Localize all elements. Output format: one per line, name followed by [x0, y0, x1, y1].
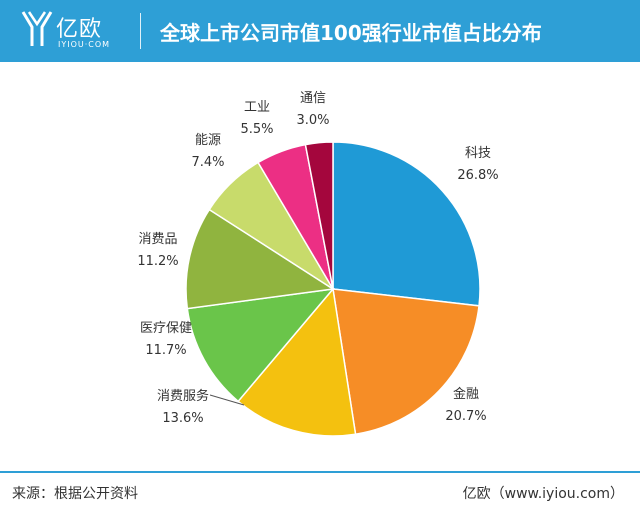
credit-link[interactable]: 亿欧（www.iyiou.com）: [462, 486, 624, 502]
pie-slice-5: [185, 208, 336, 310]
slice-label-8: 通信: [300, 91, 326, 106]
brand-logo-icon: [21, 11, 53, 46]
slice-value-8: 3.0%: [296, 113, 329, 128]
header-divider: [140, 13, 141, 49]
footer-divider: [0, 471, 640, 473]
slice-label-4: 医疗保健: [140, 321, 192, 336]
pie-slice-3: [237, 287, 357, 437]
slice-label-2: 金融: [453, 386, 479, 402]
slice-value-7: 5.5%: [240, 122, 273, 137]
slice-label-6: 能源: [195, 133, 221, 148]
brand-subtitle: IYIOU·COM: [58, 40, 111, 49]
pie-slice-4: [186, 287, 335, 403]
slice-value-1: 26.8%: [457, 168, 498, 183]
pie-slice-1: [332, 141, 481, 307]
slice-label-5: 消费品: [138, 232, 177, 247]
slice-label-1: 科技: [465, 146, 491, 161]
pie-slice-8: [304, 141, 334, 290]
slice-value-3: 13.6%: [162, 411, 203, 426]
pie-chart: 科技 26.8% 金融 20.7% 消费服务 13.6% 医疗保健 11.7% 消费品 11.2%…: [137, 91, 499, 437]
slice-value-4: 11.7%: [145, 343, 186, 358]
slice-value-5: 11.2%: [137, 254, 178, 269]
brand-name: 亿欧: [56, 17, 103, 42]
pie-slice-2: [332, 288, 480, 436]
slice-value-6: 7.4%: [191, 155, 224, 170]
slice-label-7: 工业: [244, 100, 270, 115]
leader-line-3: [209, 394, 245, 406]
header-bar: 亿欧 IYIOU·COM 全球上市公司市值100强行业市值占比分布: [0, 0, 640, 62]
slice-label-3: 消费服务: [157, 388, 209, 404]
slice-value-2: 20.7%: [445, 409, 486, 424]
page-title: 全球上市公司市值100强行业市值占比分布: [160, 21, 542, 45]
source-note: 来源：根据公开资料: [12, 486, 138, 502]
